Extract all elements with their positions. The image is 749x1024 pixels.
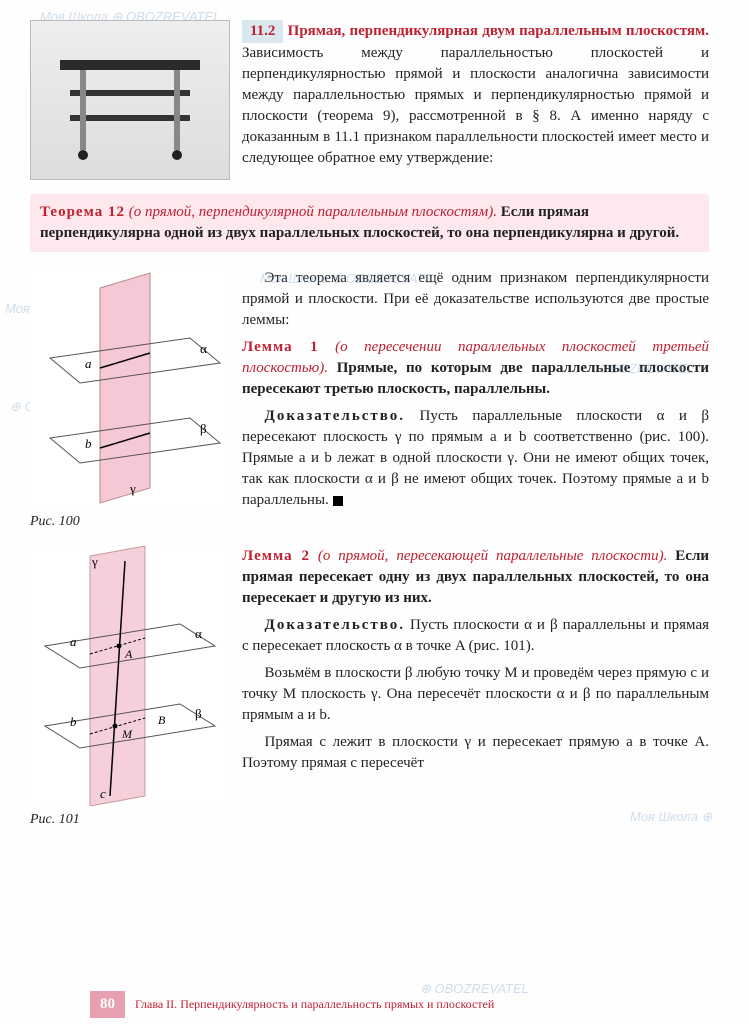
svg-text:β: β	[195, 706, 202, 721]
intro-body: Зависимость между параллельностью плоско…	[242, 45, 709, 166]
textbook-page: Моя Школа ⊕ OBOZREVATEL Моя Школа ⊕ OBOZ…	[0, 0, 749, 863]
svg-text:A: A	[124, 647, 133, 661]
figure-100-caption: Рис. 100	[30, 512, 230, 532]
svg-text:b: b	[85, 436, 92, 451]
bridge-text: Эта теорема является ещё одним признаком…	[242, 268, 709, 331]
lemma1-text: Эта теорема является ещё одним признаком…	[242, 268, 709, 532]
svg-text:γ: γ	[91, 554, 98, 569]
figure-101-caption: Рис. 101	[30, 810, 230, 830]
diagram1-column: a b α β γ Рис. 100	[30, 268, 230, 532]
furniture-photo	[30, 20, 230, 180]
page-number: 80	[90, 991, 125, 1018]
lemma1-label: Лемма 1	[242, 339, 319, 355]
theorem-label: Теорема 12	[40, 204, 125, 220]
lemma2-proof-p2: Возьмём в плоскости β любую точку M и пр…	[242, 663, 709, 726]
lemma2-text: Лемма 2 (о прямой, пересекающей параллел…	[242, 546, 709, 830]
svg-text:B: B	[158, 713, 166, 727]
intro-block: 11.2 Прямая, перпендикулярная двум парал…	[30, 20, 709, 180]
lemma2-proof-label: Доказательство.	[265, 617, 406, 633]
chapter-label: Глава II.	[135, 997, 177, 1011]
svg-text:α: α	[200, 341, 207, 356]
lemma2-label: Лемма 2	[242, 548, 310, 564]
svg-text:γ: γ	[129, 481, 136, 496]
svg-text:a: a	[70, 634, 77, 649]
svg-text:β: β	[200, 421, 207, 436]
lemma2-block: A M a b α β γ c B Рис. 101 Лемма 2 (о пр…	[30, 546, 709, 830]
diagram2-column: A M a b α β γ c B Рис. 101	[30, 546, 230, 830]
lemma2-proof-p3: Прямая c лежит в плоскости γ и пересекае…	[242, 732, 709, 774]
figure-100: a b α β γ	[30, 268, 230, 508]
chapter-reference: Глава II. Перпендикулярность и параллель…	[135, 997, 494, 1011]
figure-101: A M a b α β γ c B	[30, 546, 230, 806]
section-title: Прямая, перпендикулярная двум параллельн…	[288, 23, 709, 39]
svg-text:b: b	[70, 714, 77, 729]
page-footer: 80 Глава II. Перпендикулярность и паралл…	[90, 991, 494, 1018]
intro-text: 11.2 Прямая, перпендикулярная двум парал…	[242, 20, 709, 180]
theorem-subtitle: (о прямой, перпендикулярной параллельным…	[129, 204, 497, 220]
qed-icon	[333, 496, 343, 506]
section-number: 11.2	[242, 20, 283, 43]
svg-text:c: c	[100, 786, 106, 801]
lemma2-subtitle: (о прямой, пересекающей параллельные пло…	[318, 548, 667, 564]
svg-text:α: α	[195, 626, 202, 641]
lemma1-block: a b α β γ Рис. 100 Эта теорема является …	[30, 268, 709, 532]
lemma1-proof-label: Доказательство.	[265, 408, 406, 424]
theorem-box: Теорема 12 (о прямой, перпендикулярной п…	[30, 194, 709, 252]
svg-text:a: a	[85, 356, 92, 371]
svg-text:M: M	[121, 727, 133, 741]
chapter-title: Перпендикулярность и параллельность прям…	[180, 997, 494, 1011]
